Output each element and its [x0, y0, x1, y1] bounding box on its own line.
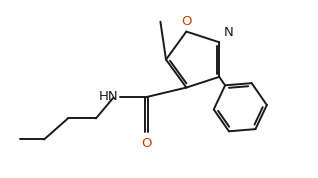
Text: N: N [224, 27, 234, 40]
Text: HN: HN [99, 90, 118, 103]
Text: O: O [141, 137, 152, 150]
Text: O: O [181, 15, 192, 28]
